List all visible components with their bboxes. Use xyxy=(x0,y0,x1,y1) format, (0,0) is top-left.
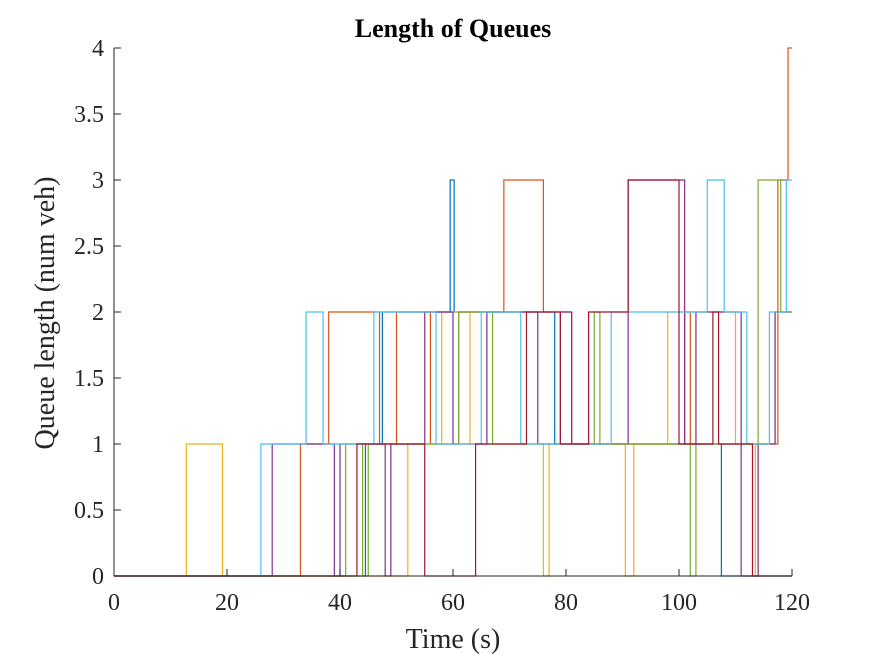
x-axis-label: Time (s) xyxy=(406,624,501,655)
plot-area: 0 20 40 60 80 100 120 0 0.5 1 1.5 2 2.5 3 3.5 4 xyxy=(74,36,810,616)
y-tick-label: 2.5 xyxy=(74,234,104,260)
series-layer xyxy=(114,47,792,577)
x-tick-label: 100 xyxy=(661,590,697,616)
y-tick-label: 0.5 xyxy=(74,498,104,524)
y-tick-label: 0 xyxy=(92,564,104,590)
series-line-7 xyxy=(114,179,792,577)
y-tick-label: 1.5 xyxy=(74,366,104,392)
y-tick-label: 3.5 xyxy=(74,102,104,128)
y-tick-label: 2 xyxy=(92,300,104,326)
x-tick-label: 40 xyxy=(328,590,352,616)
y-axis-label: Queue length (num veh) xyxy=(30,177,61,450)
x-tick-label: 80 xyxy=(554,590,578,616)
x-tick-label: 20 xyxy=(215,590,239,616)
x-tick-label: 120 xyxy=(774,590,810,616)
y-tick-label: 4 xyxy=(92,36,104,62)
x-tick-label: 0 xyxy=(108,590,120,616)
y-tick-label: 1 xyxy=(92,432,104,458)
series-line-4 xyxy=(114,179,792,577)
x-tick-label: 60 xyxy=(441,590,465,616)
series-line-6 xyxy=(114,179,792,577)
series-line-5 xyxy=(114,179,792,577)
axes-layer: 0 20 40 60 80 100 120 0 0.5 1 1.5 2 2.5 3 3.5 4 xyxy=(74,36,810,616)
y-tick-label: 3 xyxy=(92,168,104,194)
chart-title: Length of Queues xyxy=(355,14,551,43)
